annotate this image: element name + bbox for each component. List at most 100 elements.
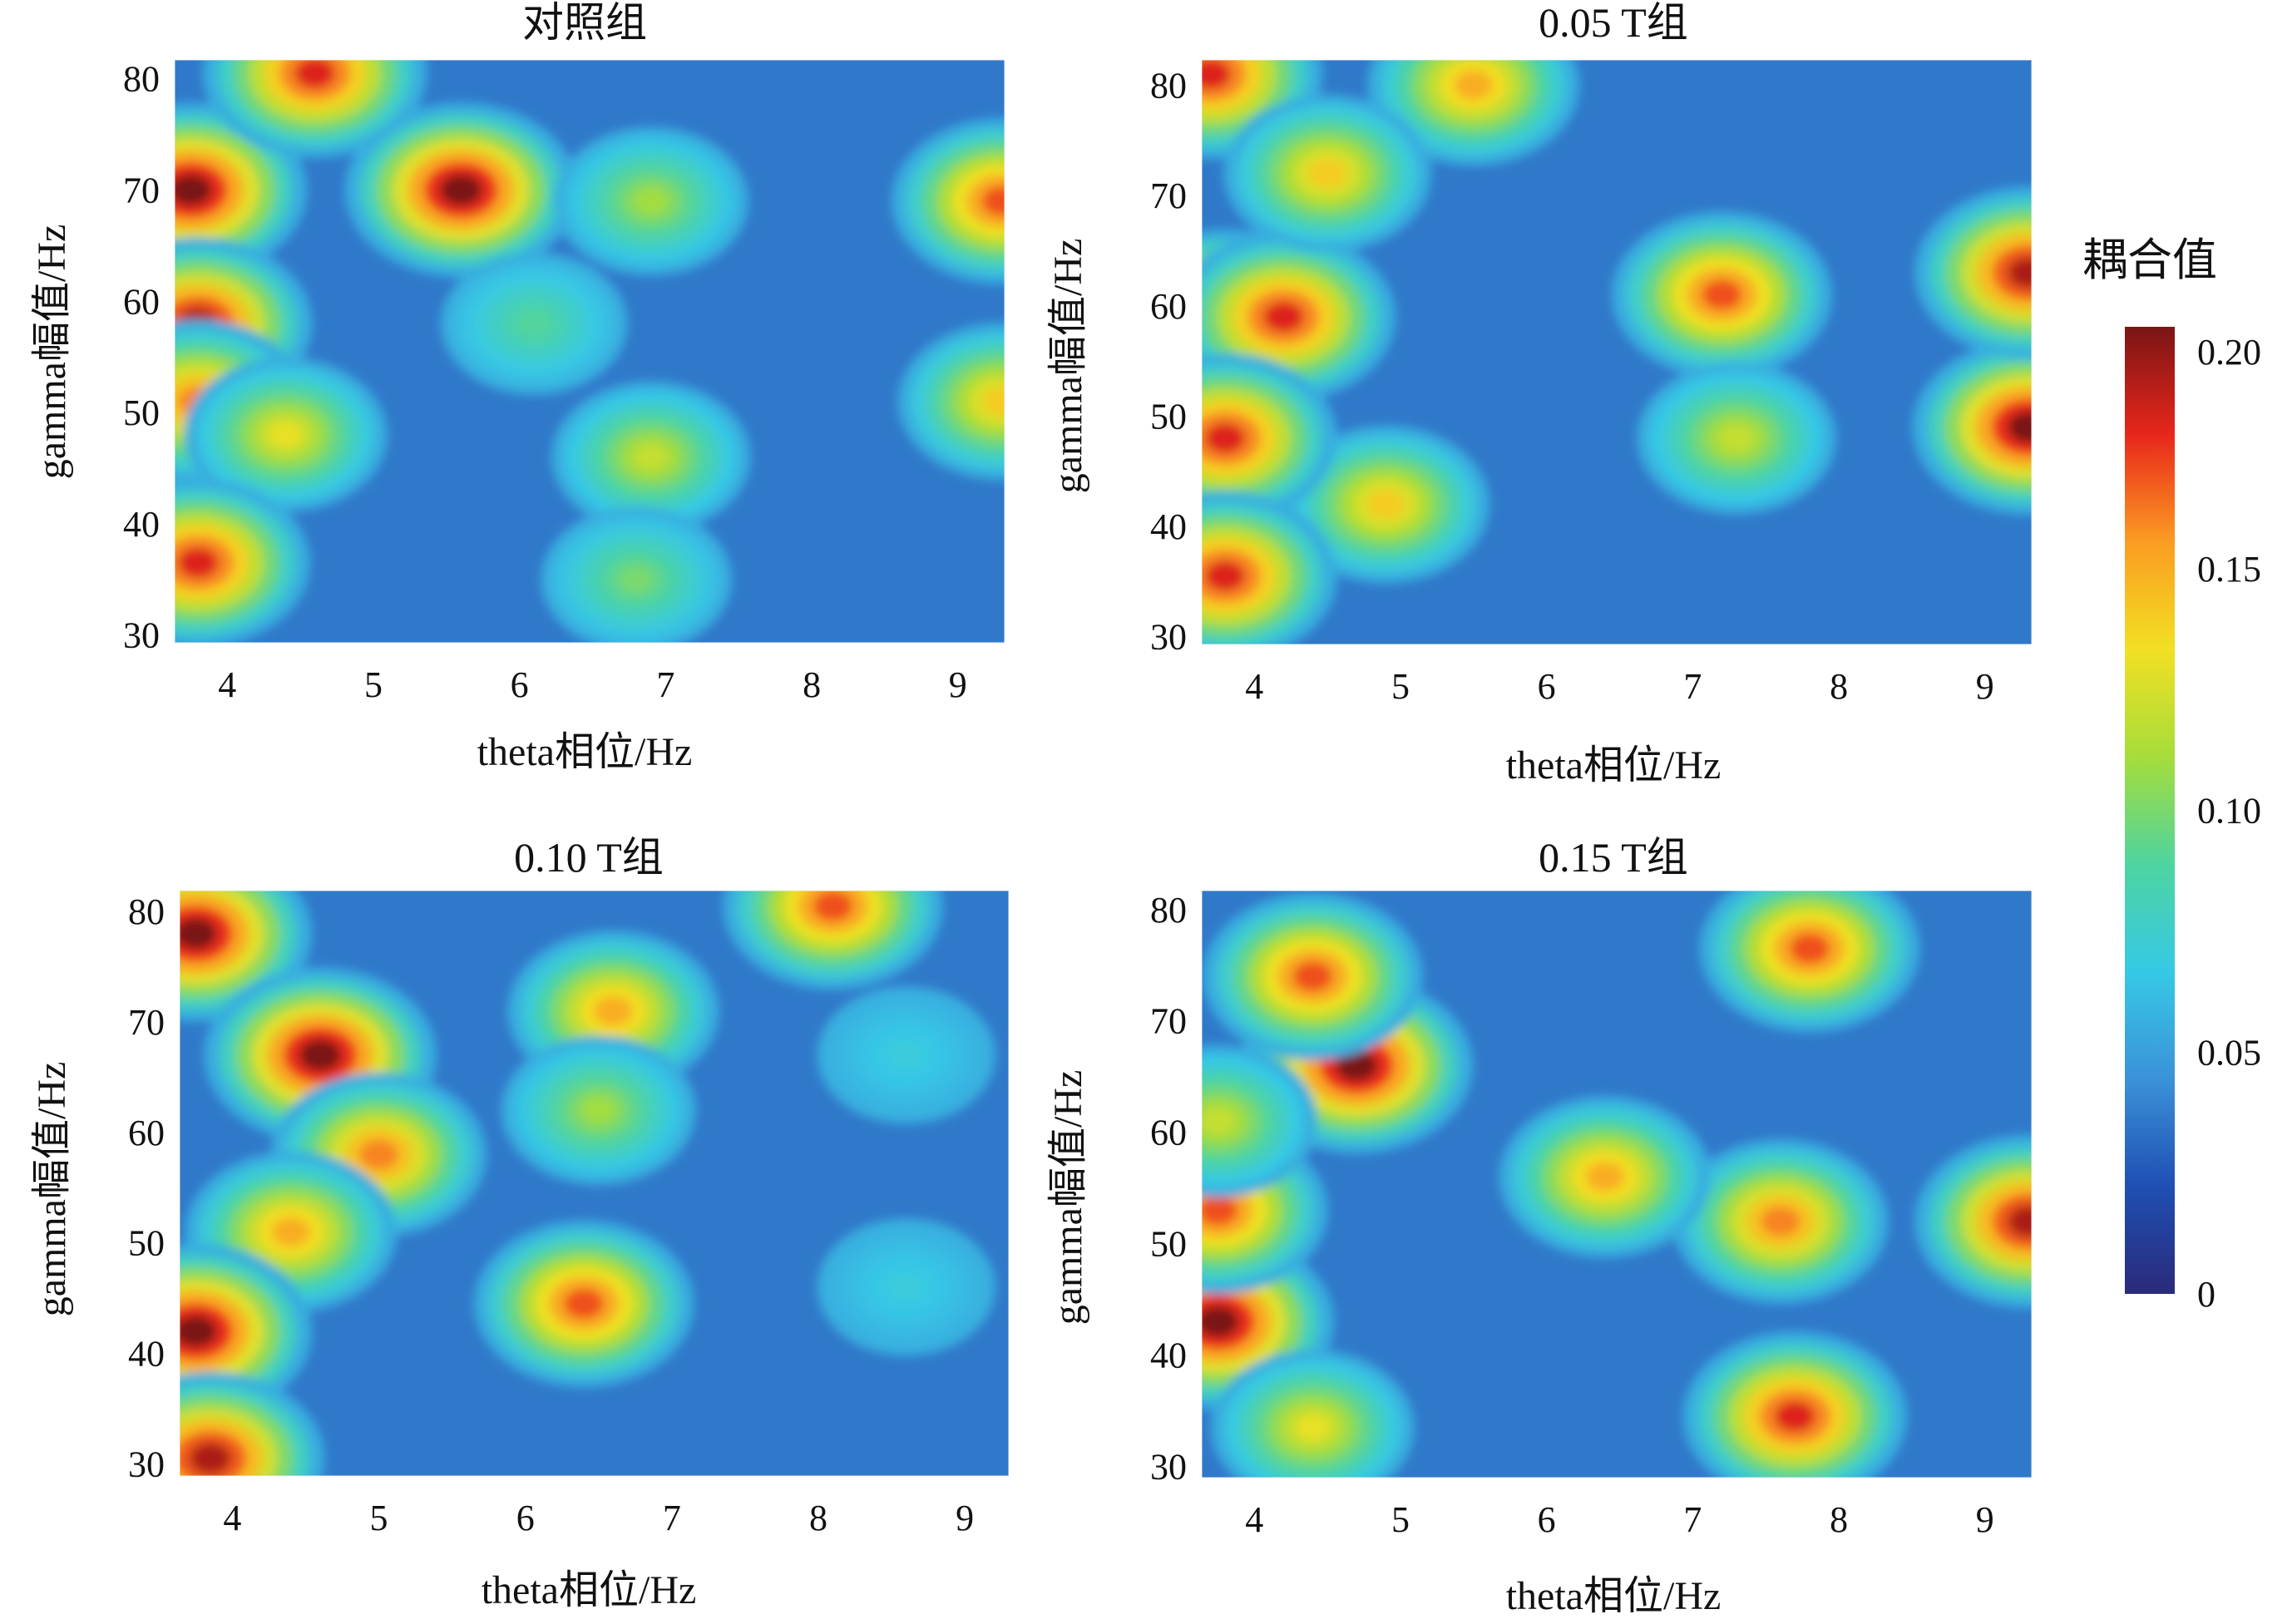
heatmap-cell: [204, 967, 437, 1143]
panel-title: 对照组: [522, 0, 647, 46]
colorbar-tick-label: 0.10: [2197, 791, 2261, 832]
x-tick-label: 9: [956, 1498, 974, 1538]
heatmap-cell: [185, 1151, 397, 1313]
x-tick-label: 9: [1976, 1499, 1994, 1540]
heatmap-cell: [1612, 211, 1832, 378]
x-tick-label: 8: [1830, 666, 1848, 707]
colorbar-tick-label: 0.20: [2197, 332, 2261, 373]
x-axis-label: theta相位/Hz: [1506, 743, 1721, 787]
y-tick-label: 60: [1150, 286, 1187, 327]
heatmap-panel-control: 对照组 4 5 6 7 8 9 30 40 50 60 70 80 theta相位/Hz gamma幅…: [30, 0, 1005, 774]
panel-title: 0.15 T组: [1539, 834, 1688, 881]
heatmap-cell: [1282, 425, 1490, 584]
heatmap-cell: [541, 506, 732, 643]
x-tick-label: 4: [223, 1498, 241, 1538]
y-tick-label: 70: [123, 170, 160, 211]
y-tick-label: 30: [128, 1444, 165, 1484]
axis-ticks: 4 5 6 7 8 9 30 40 50 60 70 80: [1150, 66, 1994, 707]
heatmap-cell: [1223, 94, 1431, 253]
x-tick-label: 7: [663, 1498, 681, 1538]
y-tick-label: 50: [1150, 396, 1187, 437]
y-tick-label: 80: [128, 891, 165, 932]
heatmap-cell: [474, 1220, 694, 1388]
x-tick-label: 8: [809, 1498, 827, 1538]
heatmap-cell: [180, 891, 312, 1022]
x-axis-label: theta相位/Hz: [482, 1568, 697, 1612]
axis-ticks: 4 5 6 7 8 9 30 40 50 60 70 80: [123, 59, 967, 705]
heatmap-plot-area: [1202, 60, 2032, 644]
heatmap-panel-015t: 0.15 T组 4 5 6 7 8 9 30 40 50 60 70 80 theta相位/Hz ga…: [1046, 834, 2032, 1618]
y-tick-label: 40: [123, 504, 160, 545]
y-tick-label: 60: [123, 281, 160, 322]
x-axis-label: theta相位/Hz: [477, 730, 693, 774]
y-tick-label: 60: [128, 1113, 165, 1153]
y-tick-label: 30: [123, 615, 160, 656]
heatmap-cell: [1914, 186, 2032, 359]
heatmap-cell: [551, 381, 751, 533]
x-tick-label: 7: [656, 664, 674, 705]
x-tick-label: 7: [1683, 666, 1702, 707]
x-tick-label: 5: [370, 1498, 388, 1538]
heatmap-plot-area: [175, 60, 1005, 643]
y-tick-label: 60: [1150, 1113, 1187, 1153]
heatmap-plot-area: [1202, 891, 2032, 1478]
colorbar-title: 耦合值: [2082, 235, 2217, 285]
heatmap-cell: [1699, 891, 1920, 1033]
y-tick-label: 40: [128, 1334, 165, 1375]
y-tick-label: 80: [123, 59, 160, 100]
heatmap-cell: [1202, 60, 1323, 160]
x-tick-label: 5: [1391, 666, 1410, 707]
x-tick-label: 4: [218, 664, 236, 705]
colorbar-tick-label: 0.15: [2197, 549, 2261, 590]
x-tick-label: 7: [1683, 1499, 1702, 1540]
heatmap-cell: [1367, 60, 1580, 166]
colorbar-tick-label: 0: [2197, 1274, 2215, 1315]
heatmap-cell: [892, 118, 1005, 284]
y-tick-label: 50: [1150, 1224, 1187, 1265]
x-tick-label: 6: [1538, 1499, 1556, 1540]
heatmap-cell: [1637, 362, 1836, 515]
panel-title: 0.05 T组: [1539, 0, 1688, 46]
heatmap-cell: [1672, 1139, 1889, 1304]
heatmap-cell: [1912, 339, 2032, 516]
x-tick-label: 6: [516, 1498, 535, 1538]
heatmap-cell: [1203, 892, 1423, 1060]
heatmap-panel-010t: 0.10 T组 4 5 6 7 8 9 30 40 50 60 70 80 theta相位/Hz ga…: [30, 834, 1009, 1612]
axis-ticks: 4 5 6 7 8 9 30 40 50 60 70 80: [128, 891, 974, 1538]
y-tick-label: 50: [128, 1223, 165, 1264]
heatmap-cell: [1202, 1044, 1318, 1198]
heatmap-cell: [175, 478, 310, 643]
x-tick-label: 8: [803, 664, 821, 705]
heatmap-cell: [202, 60, 427, 158]
x-tick-label: 9: [949, 664, 967, 705]
y-tick-label: 70: [128, 1002, 165, 1043]
heatmap-cell: [897, 323, 1005, 481]
heatmap-cell: [1499, 1096, 1712, 1258]
x-tick-label: 4: [1245, 1499, 1263, 1540]
panel-title: 0.10 T组: [514, 834, 664, 881]
x-axis-label: theta相位/Hz: [1506, 1574, 1721, 1618]
y-tick-label: 50: [123, 392, 160, 433]
heatmap-cell: [1682, 1330, 1908, 1478]
colorbar: 耦合值 0.20 0.15 0.10 0.05 0: [2082, 235, 2261, 1315]
heatmap-plot-area: [180, 891, 1009, 1476]
x-tick-label: 6: [1538, 666, 1556, 707]
y-axis-label: gamma幅值/Hz: [1046, 239, 1090, 494]
heatmap-cell: [175, 102, 308, 278]
y-axis-label: gamma幅值/Hz: [1046, 1070, 1090, 1325]
heatmap-cell: [1202, 353, 1337, 523]
heatmap-cell: [553, 126, 749, 276]
heatmap-cell: [440, 252, 628, 395]
heatmap-cell: [501, 1035, 696, 1186]
y-tick-label: 70: [1150, 1001, 1187, 1042]
heatmap-cell: [180, 1371, 325, 1476]
heatmap-cell: [817, 1218, 995, 1356]
x-tick-label: 5: [1391, 1499, 1410, 1540]
heatmap-panel-005t: 0.05 T组 4 5 6 7 8 9 30 40 50 60 70 80 theta相位/Hz ga…: [1046, 0, 2032, 787]
y-tick-label: 30: [1150, 617, 1187, 658]
heatmap-cell: [817, 986, 995, 1124]
y-tick-label: 40: [1150, 506, 1187, 547]
heatmap-cell: [723, 891, 943, 990]
axis-ticks: 4 5 6 7 8 9 30 40 50 60 70 80: [1150, 890, 1994, 1540]
